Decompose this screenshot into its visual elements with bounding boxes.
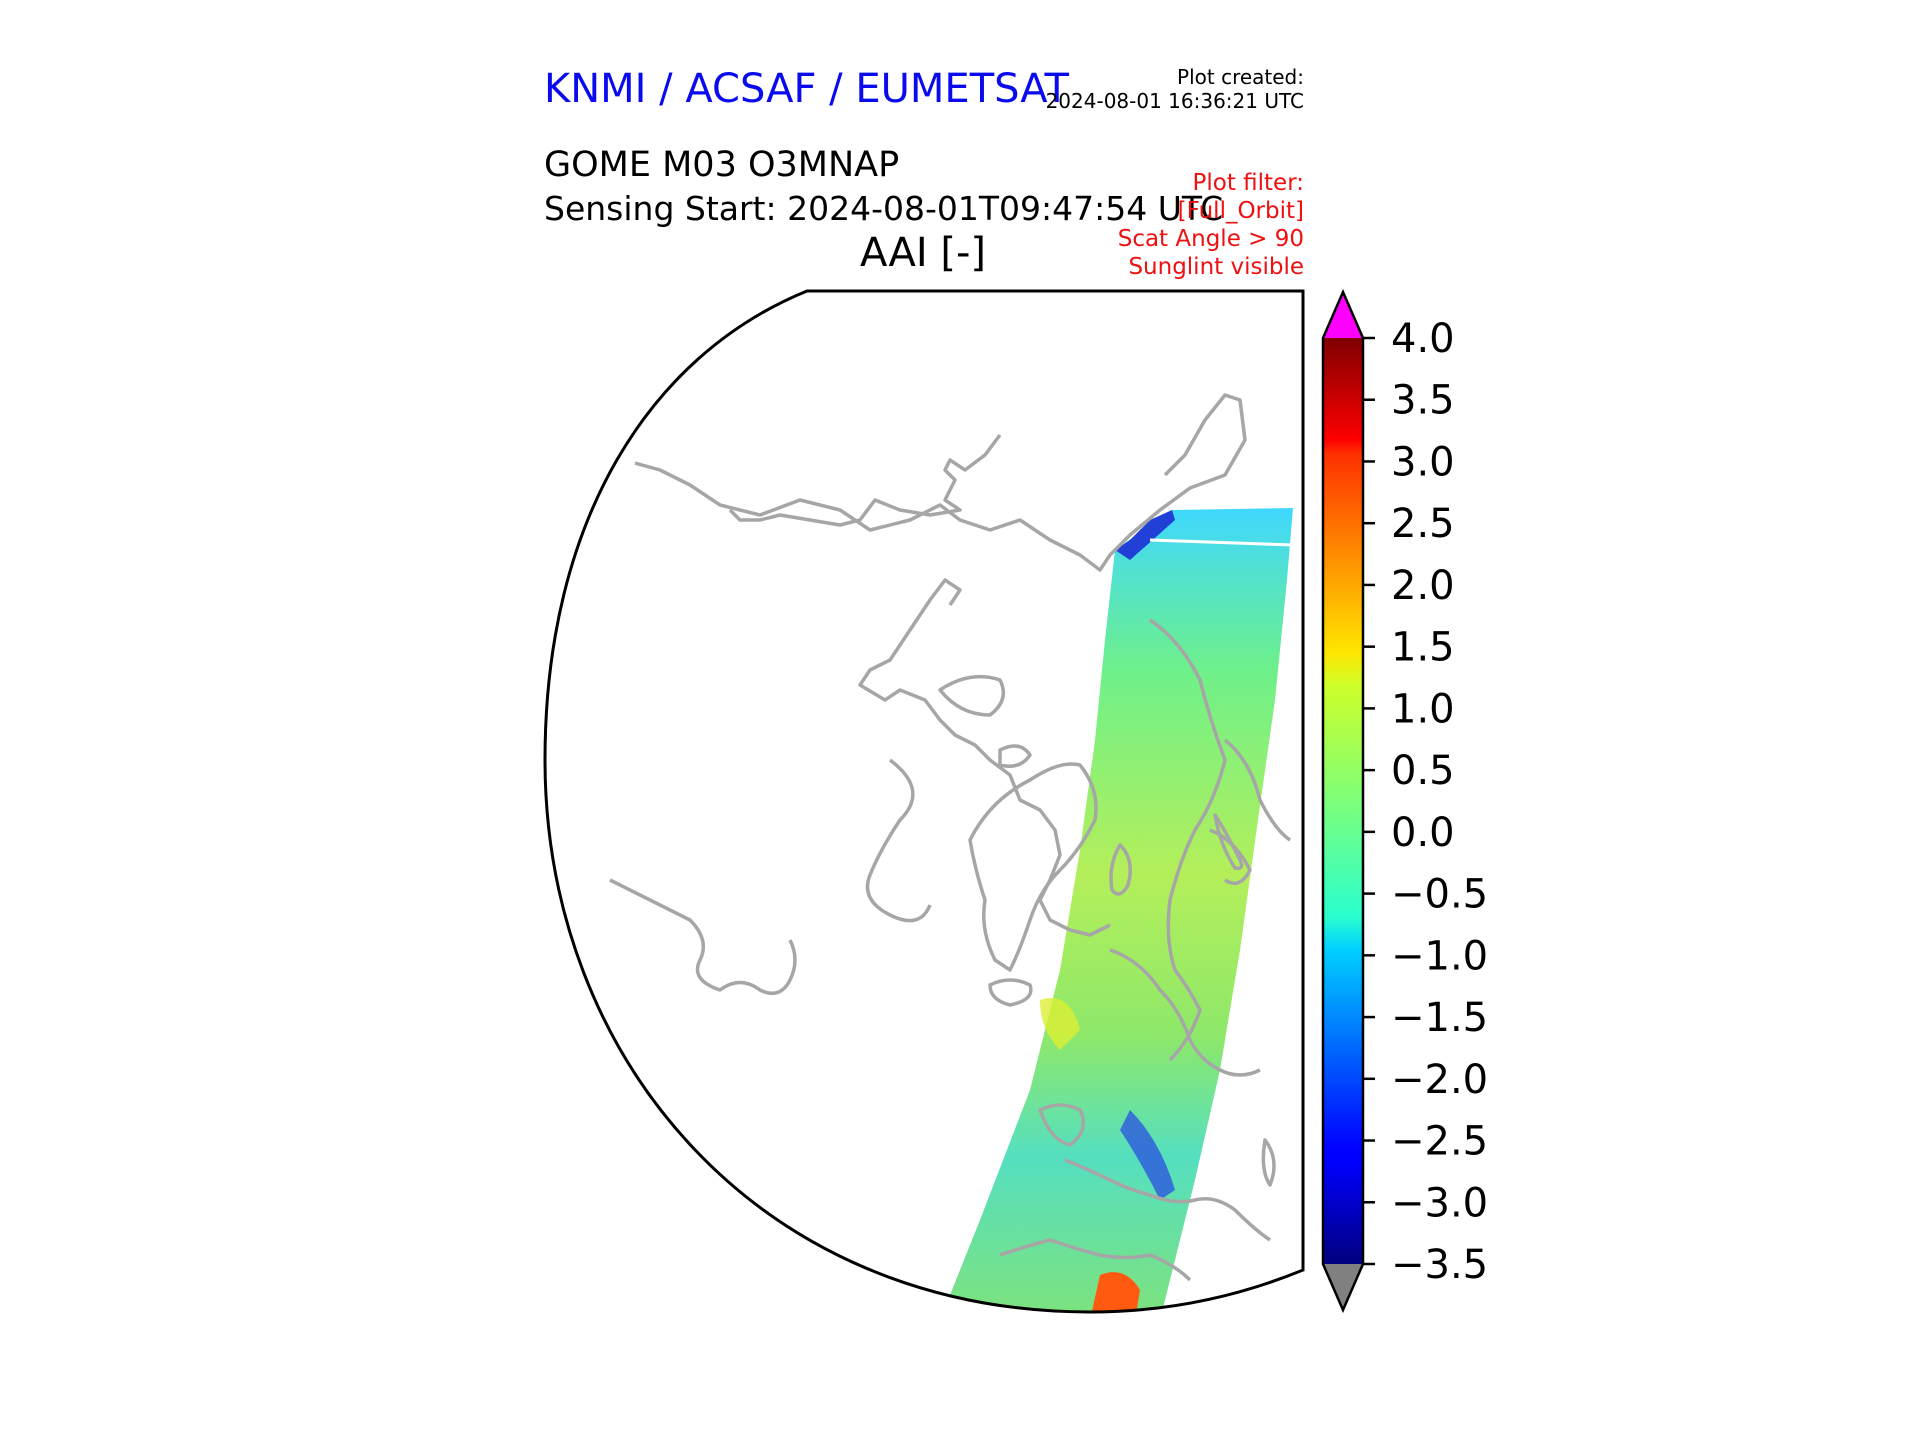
coast-arctic-islands bbox=[938, 674, 1032, 768]
swath-low-aai-patch bbox=[1120, 1110, 1175, 1200]
colorbar-tick-label: 4.0 bbox=[1391, 316, 1455, 362]
map-frame bbox=[543, 289, 1305, 1314]
filter-scat-angle: Scat Angle > 90 bbox=[1117, 226, 1304, 252]
coast-uk bbox=[1109, 843, 1132, 896]
colorbar-tick-label: 1.5 bbox=[1391, 625, 1455, 671]
colorbar-tick-label: 1.0 bbox=[1391, 686, 1455, 732]
colorbar-tick-label: −1.5 bbox=[1391, 995, 1488, 1041]
organization-title: KNMI / ACSAF / EUMETSAT bbox=[544, 66, 1069, 112]
field-title: AAI [-] bbox=[860, 230, 986, 276]
swath-yellow-patch bbox=[1040, 998, 1080, 1050]
swath-gap-line bbox=[1149, 538, 1294, 547]
filter-orbit: [Full_Orbit] bbox=[1177, 198, 1304, 224]
filter-label: Plot filter: bbox=[1192, 170, 1304, 196]
sensing-start: Sensing Start: 2024-08-01T09:47:54 UTC bbox=[544, 189, 1224, 228]
coast-africa-north bbox=[999, 1238, 1192, 1282]
plot-created-value: 2024-08-01 16:36:21 UTC bbox=[1045, 89, 1304, 113]
colorbar-tick-label: 2.5 bbox=[1391, 501, 1455, 547]
coast-russia-north bbox=[1209, 738, 1292, 886]
coast-caspian bbox=[1261, 1138, 1276, 1187]
colorbar-tick-label: 3.0 bbox=[1391, 439, 1455, 485]
colorbar-tick-label: 0.5 bbox=[1391, 748, 1455, 794]
colorbar-tick-label: 0.0 bbox=[1391, 810, 1455, 856]
coast-scandinavia bbox=[1149, 618, 1227, 1062]
colorbar-extend-min bbox=[1323, 1264, 1363, 1310]
coast-siberia bbox=[634, 393, 1247, 572]
colorbar-tick-label: 2.0 bbox=[1391, 563, 1455, 609]
coast-iberia bbox=[1038, 1103, 1086, 1147]
coast-alaska bbox=[728, 433, 1002, 527]
colorbar-tick-label: −3.0 bbox=[1391, 1180, 1488, 1226]
colorbar-tick-label: −2.5 bbox=[1391, 1119, 1488, 1165]
filter-sunglint: Sunglint visible bbox=[1128, 254, 1304, 280]
coast-novaya-zemlya bbox=[1213, 813, 1244, 871]
colorbar-tick-label: −1.0 bbox=[1391, 933, 1488, 979]
coast-europe-west bbox=[1109, 948, 1261, 1077]
coast-labrador bbox=[609, 878, 797, 996]
colorbar-tick-label: −3.5 bbox=[1391, 1242, 1488, 1288]
colorbar-tick-label: −2.0 bbox=[1391, 1057, 1488, 1103]
coastlines bbox=[609, 393, 1292, 1282]
coast-iceland bbox=[988, 978, 1033, 1007]
coast-mediterranean bbox=[1064, 1158, 1271, 1242]
colorbar-tick-label: 3.5 bbox=[1391, 378, 1455, 424]
plot-created-label: Plot created: bbox=[1177, 65, 1304, 89]
swath-blue-edge bbox=[1115, 510, 1175, 560]
colorbar-tick-label: −0.5 bbox=[1391, 872, 1488, 918]
colorbar-extend-max bbox=[1323, 292, 1363, 338]
coast-hudson-bay bbox=[865, 758, 932, 923]
aai-swath bbox=[940, 508, 1293, 1312]
product-title: GOME M03 O3MNAP bbox=[544, 145, 900, 185]
colorbar-gradient bbox=[1323, 338, 1363, 1264]
coast-greenland bbox=[968, 762, 1098, 972]
swath-high-aai-patch bbox=[1090, 1272, 1140, 1312]
map-area bbox=[545, 291, 1303, 1312]
colorbar: 4.0 3.5 3.0 2.5 2.0 1.5 1.0 0.5 0.0 −0.5 −1.0 −1.5 −… bbox=[1321, 288, 1488, 1314]
